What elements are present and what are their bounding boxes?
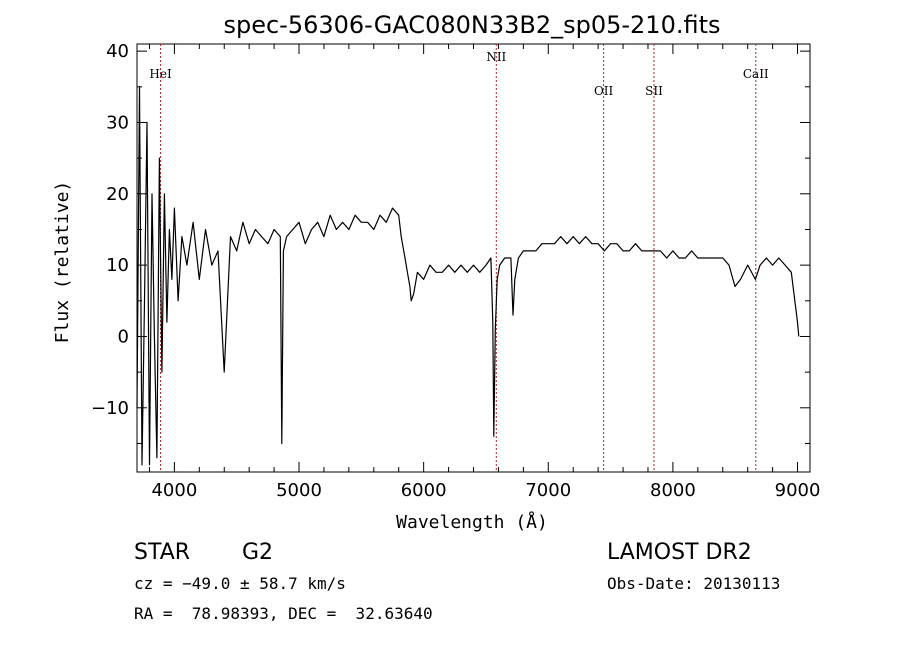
x-tick-label: 6000	[401, 480, 447, 501]
x-axis-label: Wavelength (Å)	[396, 511, 548, 533]
y-axis-label: Flux (relative)	[52, 181, 73, 344]
x-tick-label: 7000	[525, 480, 571, 501]
x-tick-label: 5000	[276, 480, 322, 501]
y-tick-label: 20	[106, 184, 129, 205]
y-tick-label: −10	[91, 398, 129, 419]
y-tick-label: 10	[106, 255, 129, 276]
survey-name: LAMOST DR2	[607, 540, 752, 565]
object-class: STAR	[134, 540, 191, 565]
spectral-line-label: CaII	[743, 67, 769, 81]
spectral-line-label: HeI	[149, 67, 172, 81]
x-tick-label: 8000	[650, 480, 696, 501]
spectral-line-label: SII	[645, 84, 663, 98]
x-tick-label: 4000	[151, 480, 197, 501]
sky-coordinates: RA = 78.98393, DEC = 32.63640	[134, 604, 433, 623]
observation-date: Obs-Date: 20130113	[607, 574, 781, 593]
chart-title: spec-56306-GAC080N33B2_sp05-210.fits	[223, 11, 720, 39]
redshift-velocity: cz = −49.0 ± 58.7 km/s	[134, 574, 346, 593]
y-tick-label: 0	[118, 326, 129, 347]
plot-area: 4000 5000 6000 7000 8000 9000 −10 0 10 20 30 40 HeI N…	[91, 41, 820, 501]
y-tick-label: 40	[106, 41, 129, 62]
object-subclass: G2	[242, 540, 274, 565]
spectral-line-label: NII	[486, 50, 506, 64]
y-tick-label: 30	[106, 112, 129, 133]
spectrum-line	[136, 86, 800, 466]
spectral-line-label: OII	[594, 84, 614, 98]
x-tick-label: 9000	[775, 480, 821, 501]
